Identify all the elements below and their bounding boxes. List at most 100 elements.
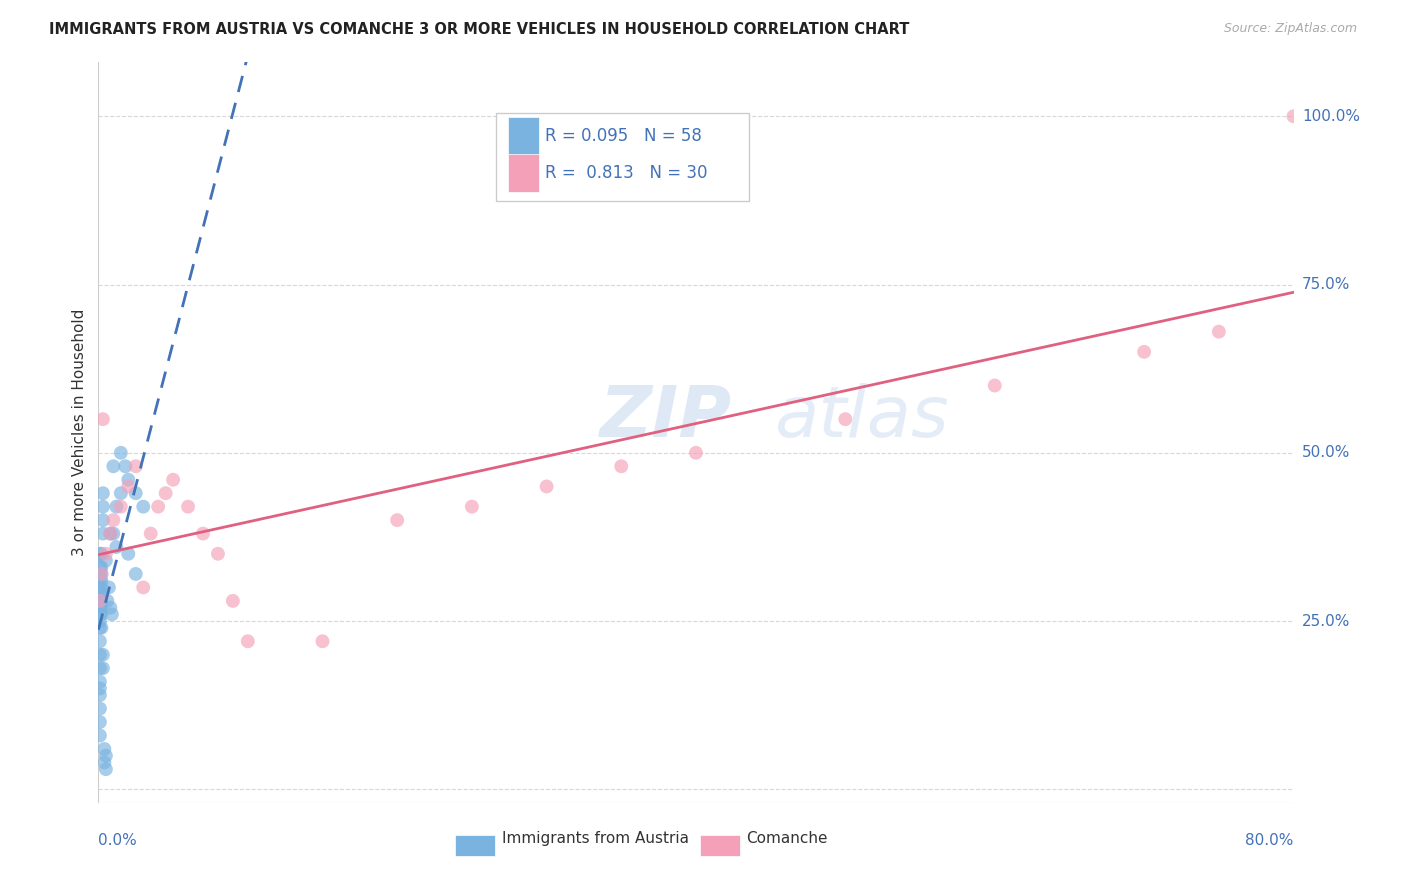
Point — [311, 634, 333, 648]
Point — [89, 587, 111, 601]
Point — [1282, 109, 1305, 123]
Point — [89, 581, 111, 595]
Point — [94, 748, 117, 763]
Point — [89, 600, 111, 615]
Text: ZIP: ZIP — [600, 384, 733, 452]
Point — [89, 607, 111, 622]
Point — [89, 701, 111, 715]
Point — [110, 446, 132, 460]
Point — [98, 526, 122, 541]
Point — [98, 526, 122, 541]
Point — [90, 581, 112, 595]
Point — [90, 600, 112, 615]
Point — [110, 500, 132, 514]
Point — [89, 661, 111, 675]
Point — [222, 594, 245, 608]
Point — [89, 560, 111, 574]
Point — [984, 378, 1007, 392]
Point — [89, 681, 111, 696]
Text: atlas: atlas — [773, 384, 948, 452]
Point — [90, 607, 112, 622]
Point — [114, 459, 136, 474]
Point — [91, 412, 114, 426]
Point — [117, 547, 139, 561]
Point — [91, 513, 114, 527]
Point — [89, 594, 111, 608]
Point — [148, 500, 170, 514]
Point — [93, 742, 115, 756]
Y-axis label: 3 or more Vehicles in Household: 3 or more Vehicles in Household — [72, 309, 87, 557]
Point — [536, 479, 558, 493]
Point — [117, 473, 139, 487]
Point — [94, 762, 117, 776]
Point — [1208, 325, 1230, 339]
Point — [89, 547, 111, 561]
Point — [191, 526, 214, 541]
Point — [98, 600, 122, 615]
Text: Source: ZipAtlas.com: Source: ZipAtlas.com — [1223, 22, 1357, 36]
Point — [105, 500, 128, 514]
Point — [89, 634, 111, 648]
Point — [207, 547, 229, 561]
Point — [139, 526, 162, 541]
Point — [132, 581, 155, 595]
Point — [1133, 344, 1156, 359]
Point — [685, 446, 707, 460]
Text: R = 0.095   N = 58: R = 0.095 N = 58 — [546, 127, 702, 145]
FancyBboxPatch shape — [454, 835, 495, 856]
Text: Immigrants from Austria: Immigrants from Austria — [502, 830, 689, 846]
Point — [94, 547, 117, 561]
Point — [125, 566, 148, 581]
Point — [90, 594, 112, 608]
Text: 50.0%: 50.0% — [1302, 445, 1350, 460]
Point — [90, 566, 112, 581]
FancyBboxPatch shape — [700, 835, 740, 856]
Point — [89, 621, 111, 635]
Text: 75.0%: 75.0% — [1302, 277, 1350, 292]
Point — [89, 566, 111, 581]
Point — [90, 587, 112, 601]
Point — [90, 621, 112, 635]
Point — [132, 500, 155, 514]
Point — [94, 553, 117, 567]
Point — [162, 473, 184, 487]
Point — [125, 459, 148, 474]
Text: R =  0.813   N = 30: R = 0.813 N = 30 — [546, 164, 707, 182]
Text: IMMIGRANTS FROM AUSTRIA VS COMANCHE 3 OR MORE VEHICLES IN HOUSEHOLD CORRELATION : IMMIGRANTS FROM AUSTRIA VS COMANCHE 3 OR… — [49, 22, 910, 37]
Point — [91, 661, 114, 675]
Point — [236, 634, 259, 648]
Point — [834, 412, 856, 426]
Point — [93, 756, 115, 770]
Text: Comanche: Comanche — [747, 830, 828, 846]
Point — [90, 566, 112, 581]
Point — [89, 648, 111, 662]
Point — [90, 560, 112, 574]
Point — [96, 594, 118, 608]
Point — [103, 459, 125, 474]
Point — [89, 688, 111, 702]
Point — [91, 648, 114, 662]
Point — [101, 607, 124, 622]
Point — [89, 614, 111, 628]
Point — [117, 479, 139, 493]
Text: 80.0%: 80.0% — [1246, 833, 1294, 848]
Point — [103, 526, 125, 541]
Text: 25.0%: 25.0% — [1302, 614, 1350, 629]
Point — [105, 540, 128, 554]
Point — [103, 513, 125, 527]
Point — [155, 486, 177, 500]
Point — [385, 513, 409, 527]
Text: 100.0%: 100.0% — [1302, 109, 1360, 124]
Point — [91, 500, 114, 514]
Point — [89, 674, 111, 689]
Point — [91, 526, 114, 541]
Point — [89, 594, 111, 608]
Point — [90, 574, 112, 588]
Point — [110, 486, 132, 500]
Point — [91, 486, 114, 500]
Text: 0.0%: 0.0% — [98, 833, 138, 848]
Point — [89, 574, 111, 588]
Point — [125, 486, 148, 500]
Point — [461, 500, 484, 514]
Point — [89, 729, 111, 743]
